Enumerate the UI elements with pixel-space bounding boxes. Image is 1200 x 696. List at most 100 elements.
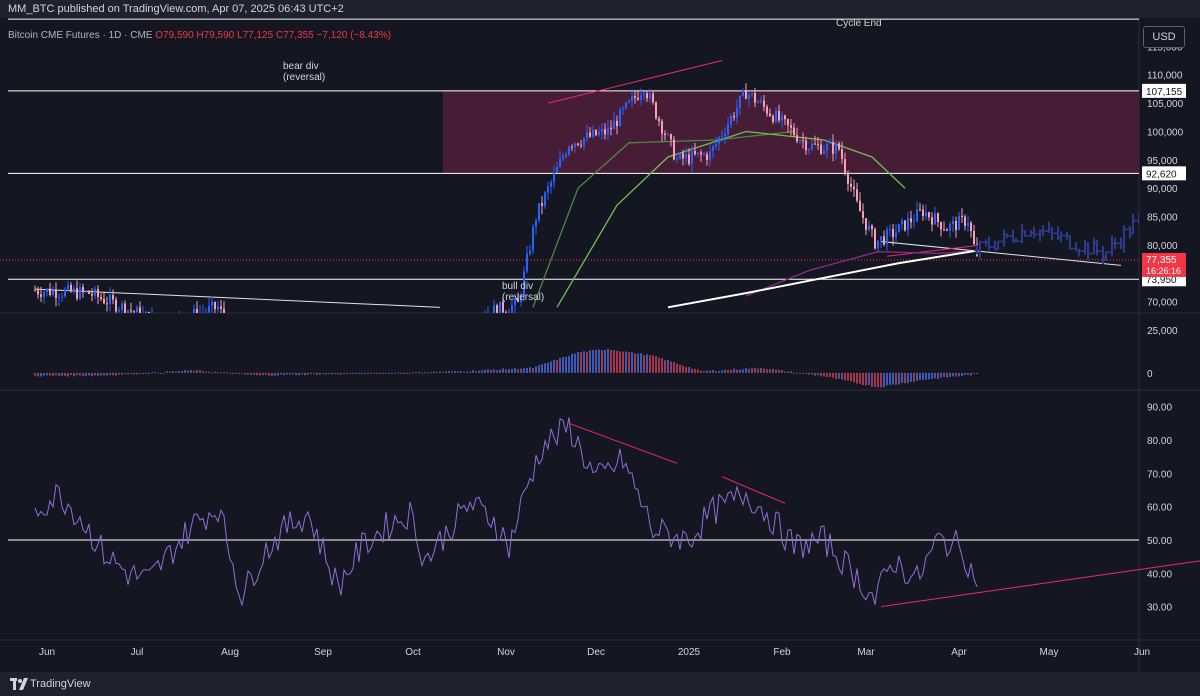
candle-body xyxy=(928,212,930,218)
time-tick-label: Feb xyxy=(773,647,791,658)
candle-body xyxy=(700,152,702,155)
current-price-tag[interactable] xyxy=(1142,252,1186,277)
histogram-bar xyxy=(274,372,276,376)
candle-body xyxy=(973,230,975,245)
histogram-bar xyxy=(484,369,486,373)
trendlines[interactable] xyxy=(34,12,1200,308)
time-tick-label: 2025 xyxy=(678,647,701,658)
candle-body xyxy=(73,288,75,292)
candle-body xyxy=(907,218,909,231)
histogram-bar xyxy=(709,370,711,373)
time-axis[interactable]: Jun Jul Aug Sep Oct Nov Dec 2025 Feb Mar Apr May Jun… xyxy=(39,643,1200,659)
candle-body xyxy=(922,209,924,217)
histogram-bar xyxy=(919,372,921,381)
histogram-bar xyxy=(655,355,657,373)
level-price-tag[interactable] xyxy=(1142,166,1186,181)
candle-body xyxy=(343,383,345,388)
candle-body xyxy=(250,352,252,354)
momentum-histogram xyxy=(34,349,978,388)
time-tick-label: Aug xyxy=(221,647,239,658)
trendline[interactable] xyxy=(880,241,1122,266)
histogram-bar xyxy=(160,372,162,374)
histogram-bar xyxy=(331,372,333,375)
histogram-bar xyxy=(955,372,957,377)
histogram-bar xyxy=(670,361,672,373)
histogram-bar xyxy=(727,369,729,373)
price-divergence-line[interactable] xyxy=(547,60,723,104)
price-axis[interactable]: 115,000110,000105,000100,00095,00090,000… xyxy=(1142,42,1186,614)
candle-body xyxy=(883,236,885,245)
open-value: O79,590 xyxy=(155,30,194,41)
time-tick-label: Apr xyxy=(951,647,967,658)
histogram-bar xyxy=(232,372,234,375)
symbol-legend[interactable]: Bitcoin CME Futures · 1D · CME O79,590 H… xyxy=(8,30,391,41)
candle-body xyxy=(325,380,327,388)
low-value: L77,125 xyxy=(237,30,274,41)
rsi-divergence-line[interactable] xyxy=(721,476,786,504)
histogram-bar xyxy=(925,372,927,380)
candle-body xyxy=(742,89,744,96)
candle-body xyxy=(271,359,273,370)
candle-body xyxy=(220,306,222,309)
histogram-bar xyxy=(775,369,777,373)
candle-body xyxy=(376,367,378,372)
histogram-bar xyxy=(151,372,153,374)
price-tick-label: 95,000 xyxy=(1147,156,1178,167)
candle-body xyxy=(58,297,60,299)
histogram-bar xyxy=(547,362,549,373)
rsi-divergence-line[interactable] xyxy=(880,557,1200,608)
histogram-bar xyxy=(133,372,135,375)
currency-button[interactable]: USD xyxy=(1143,26,1185,48)
candle-body xyxy=(808,149,810,151)
histogram-bar xyxy=(877,372,879,388)
candle-body xyxy=(568,146,570,155)
candle-body xyxy=(433,351,435,352)
histogram-bar xyxy=(460,371,462,373)
histogram-bar xyxy=(145,372,147,374)
histogram-bar xyxy=(664,360,666,373)
candle-body xyxy=(130,310,132,312)
histogram-bar xyxy=(910,372,912,382)
histogram-bar xyxy=(103,372,105,376)
candle-body xyxy=(817,144,819,146)
candle-body xyxy=(88,290,90,294)
histogram-bar xyxy=(700,370,702,373)
histogram-bar xyxy=(76,372,78,376)
histogram-bar xyxy=(403,372,405,374)
candle-body xyxy=(664,133,666,136)
candle-body xyxy=(373,367,375,380)
candle-body xyxy=(619,109,621,127)
footer-brand: TradingView xyxy=(30,678,91,690)
chart-canvas[interactable]: 115,000110,000105,000100,00095,00090,000… xyxy=(0,0,1200,672)
candle-body xyxy=(898,223,900,233)
histogram-bar xyxy=(376,372,378,374)
candle-body xyxy=(676,158,678,160)
candle-body xyxy=(247,352,249,357)
rsi-divergence-line[interactable] xyxy=(568,422,678,464)
candle-body xyxy=(511,305,513,313)
histogram-bar xyxy=(115,372,117,376)
candle-body xyxy=(463,328,465,333)
histogram-bar xyxy=(157,372,159,374)
candle-body xyxy=(328,380,330,388)
candle-body xyxy=(646,93,648,99)
candle-body xyxy=(76,288,78,299)
candle-body xyxy=(610,127,612,130)
histogram-bar xyxy=(262,372,264,375)
candle-body xyxy=(661,121,663,134)
candle-body xyxy=(625,102,627,109)
resistance-zone-rect xyxy=(443,90,1139,174)
level-price-tag[interactable] xyxy=(1142,83,1186,98)
histogram-bar xyxy=(121,372,123,375)
histogram-bar xyxy=(214,371,216,373)
candle-body xyxy=(562,156,564,159)
candle-body xyxy=(871,225,873,230)
trendline[interactable] xyxy=(34,288,441,308)
candle-body xyxy=(406,369,408,370)
histogram-bar xyxy=(292,372,294,375)
histogram-bar xyxy=(406,372,408,374)
candle-body xyxy=(958,215,960,231)
histogram-bar xyxy=(502,368,504,373)
price-divergence-line[interactable] xyxy=(886,244,978,257)
candle-body xyxy=(55,290,57,299)
